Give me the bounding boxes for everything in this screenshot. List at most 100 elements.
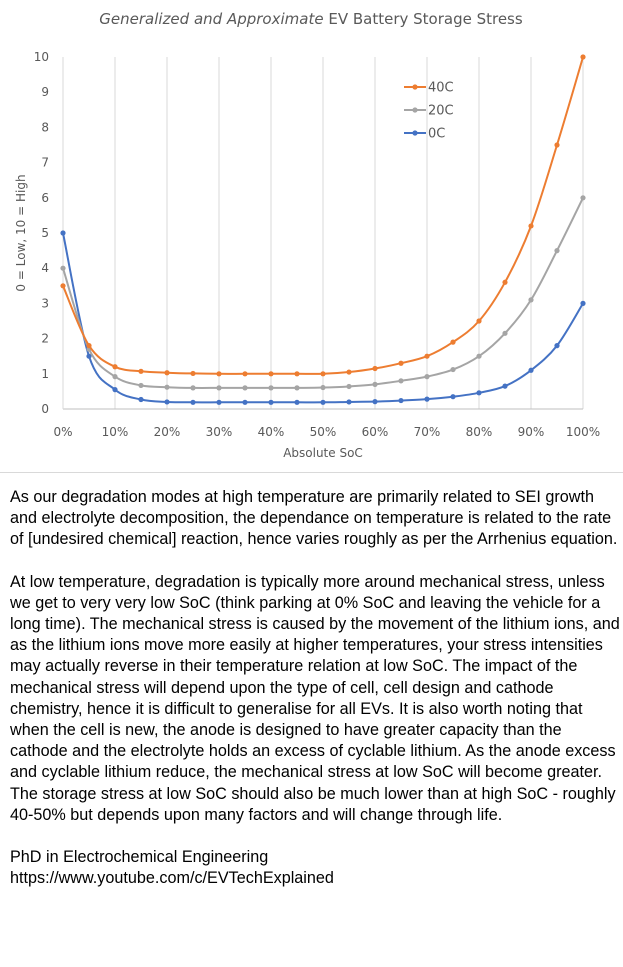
data-point-40c bbox=[242, 371, 248, 377]
data-point-20c bbox=[476, 353, 482, 359]
data-point-20c bbox=[346, 383, 352, 390]
text-block: As our degradation modes at high tempera… bbox=[10, 487, 620, 889]
data-point-0c bbox=[502, 383, 508, 389]
data-point-40c bbox=[86, 343, 92, 349]
data-point-20c bbox=[372, 381, 378, 387]
data-point-20c bbox=[398, 378, 404, 384]
data-point-40c bbox=[528, 223, 534, 229]
data-point-20c bbox=[216, 385, 222, 391]
data-point-0c bbox=[424, 396, 430, 402]
x-tick-label: 90% bbox=[518, 425, 545, 439]
x-tick-label: 0% bbox=[53, 425, 72, 439]
data-point-0c bbox=[268, 399, 274, 405]
x-tick-label: 100% bbox=[566, 425, 600, 439]
x-tick-label: 80% bbox=[466, 425, 493, 439]
legend-marker-0c bbox=[412, 130, 418, 136]
data-point-40c bbox=[216, 371, 222, 377]
data-point-40c bbox=[164, 370, 170, 376]
y-tick-label: 10 bbox=[34, 50, 49, 64]
data-point-20c bbox=[112, 374, 118, 380]
data-point-0c bbox=[164, 399, 170, 405]
data-point-20c bbox=[424, 374, 430, 380]
legend-marker-40c bbox=[412, 84, 418, 90]
data-point-0c bbox=[554, 343, 560, 349]
paragraph-2: At low temperature, degradation is typic… bbox=[10, 572, 620, 824]
x-tick-label: 70% bbox=[414, 425, 441, 439]
data-point-20c bbox=[580, 195, 586, 201]
y-tick-label: 0 bbox=[41, 402, 49, 416]
data-point-20c bbox=[190, 385, 196, 391]
legend: 40C 20C 0C bbox=[404, 81, 454, 142]
data-point-40c bbox=[138, 368, 144, 374]
data-point-0c bbox=[398, 397, 404, 404]
y-tick-label: 1 bbox=[41, 367, 49, 381]
data-point-40c bbox=[476, 318, 482, 324]
chart-title-rest: EV Battery Storage Stress bbox=[328, 10, 523, 28]
data-point-0c bbox=[320, 399, 326, 405]
data-point-40c bbox=[60, 283, 66, 289]
battery-stress-chart: Generalized and Approximate EV Battery S… bbox=[14, 10, 600, 460]
data-point-40c bbox=[346, 369, 352, 375]
data-point-0c bbox=[190, 399, 196, 405]
x-tick-label: 10% bbox=[102, 425, 129, 439]
y-tick-label: 6 bbox=[41, 191, 49, 205]
data-point-40c bbox=[112, 364, 118, 370]
y-tick-label: 7 bbox=[41, 156, 49, 170]
data-point-0c bbox=[294, 399, 300, 405]
x-tick-label: 20% bbox=[154, 425, 181, 439]
grid bbox=[114, 57, 584, 409]
legend-label-40c: 40C bbox=[428, 81, 454, 96]
data-point-0c bbox=[138, 396, 144, 403]
data-point-40c bbox=[580, 54, 586, 60]
data-point-20c bbox=[268, 385, 274, 391]
legend-label-0c: 0C bbox=[428, 127, 445, 142]
data-point-20c bbox=[164, 384, 170, 390]
data-point-0c bbox=[450, 394, 456, 400]
chart-title-italic: Generalized and Approximate bbox=[99, 10, 323, 28]
y-tick-label: 3 bbox=[41, 296, 49, 310]
data-point-40c bbox=[294, 371, 300, 377]
data-point-40c bbox=[424, 353, 430, 359]
legend-marker-20c bbox=[412, 107, 418, 113]
data-point-0c bbox=[476, 390, 482, 396]
data-point-40c bbox=[554, 142, 560, 148]
data-point-40c bbox=[372, 365, 378, 372]
data-point-0c bbox=[528, 367, 534, 373]
series-lines bbox=[60, 54, 586, 405]
x-tick-label: 50% bbox=[310, 425, 337, 439]
signature-block: PhD in Electrochemical Engineering https… bbox=[10, 847, 620, 889]
data-point-0c bbox=[60, 230, 66, 236]
data-point-40c bbox=[398, 360, 404, 366]
data-point-20c bbox=[60, 265, 66, 271]
data-point-40c bbox=[450, 339, 456, 345]
data-point-20c bbox=[138, 382, 144, 389]
y-tick-label: 4 bbox=[41, 261, 49, 275]
signature-line: PhD in Electrochemical Engineering bbox=[10, 848, 269, 867]
data-point-0c bbox=[112, 387, 118, 393]
y-axis-label: 0 = Low, 10 = High bbox=[14, 174, 28, 291]
data-point-0c bbox=[346, 399, 352, 405]
data-point-0c bbox=[372, 399, 378, 405]
data-point-40c bbox=[268, 371, 274, 377]
data-point-40c bbox=[320, 371, 326, 377]
x-tick-label: 40% bbox=[258, 425, 285, 439]
y-tick-label: 5 bbox=[41, 226, 49, 240]
x-tick-label: 30% bbox=[206, 425, 233, 439]
x-axis-label: Absolute SoC bbox=[283, 446, 363, 460]
data-point-20c bbox=[502, 330, 508, 336]
axes: 0% 10% 20% 30% 40% 50% 60% 70% 80% 90% 100% 0 1 2 3 4 5 6… bbox=[34, 50, 600, 439]
chart-title: Generalized and Approximate EV Battery S… bbox=[99, 10, 523, 28]
data-point-40c bbox=[502, 279, 508, 285]
data-point-20c bbox=[294, 385, 300, 391]
legend-label-20c: 20C bbox=[428, 104, 454, 119]
chart-area: Generalized and Approximate EV Battery S… bbox=[0, 0, 623, 473]
y-tick-label: 8 bbox=[41, 120, 49, 134]
data-point-0c bbox=[242, 399, 248, 405]
data-point-20c bbox=[554, 248, 560, 254]
youtube-link[interactable]: https://www.youtube.com/c/EVTechExplaine… bbox=[10, 869, 334, 888]
data-point-20c bbox=[528, 297, 534, 303]
y-tick-label: 2 bbox=[41, 332, 49, 346]
data-point-20c bbox=[320, 384, 326, 391]
data-point-0c bbox=[216, 399, 222, 405]
x-tick-label: 60% bbox=[362, 425, 389, 439]
